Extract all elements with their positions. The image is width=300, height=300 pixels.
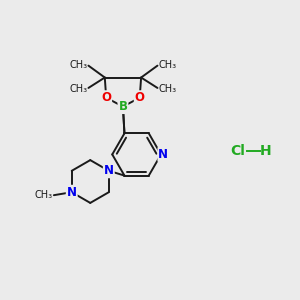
Text: CH₃: CH₃ bbox=[158, 83, 176, 94]
Text: CH₃: CH₃ bbox=[69, 83, 88, 94]
Text: O: O bbox=[135, 91, 145, 104]
Text: N: N bbox=[104, 164, 114, 177]
Text: O: O bbox=[101, 91, 111, 104]
Text: N: N bbox=[158, 148, 168, 161]
Text: N: N bbox=[67, 186, 77, 199]
Text: Cl: Cl bbox=[230, 145, 245, 158]
Text: CH₃: CH₃ bbox=[34, 190, 52, 200]
Text: CH₃: CH₃ bbox=[158, 60, 176, 70]
Text: H: H bbox=[260, 145, 271, 158]
Text: CH₃: CH₃ bbox=[69, 60, 88, 70]
Text: B: B bbox=[118, 100, 127, 113]
